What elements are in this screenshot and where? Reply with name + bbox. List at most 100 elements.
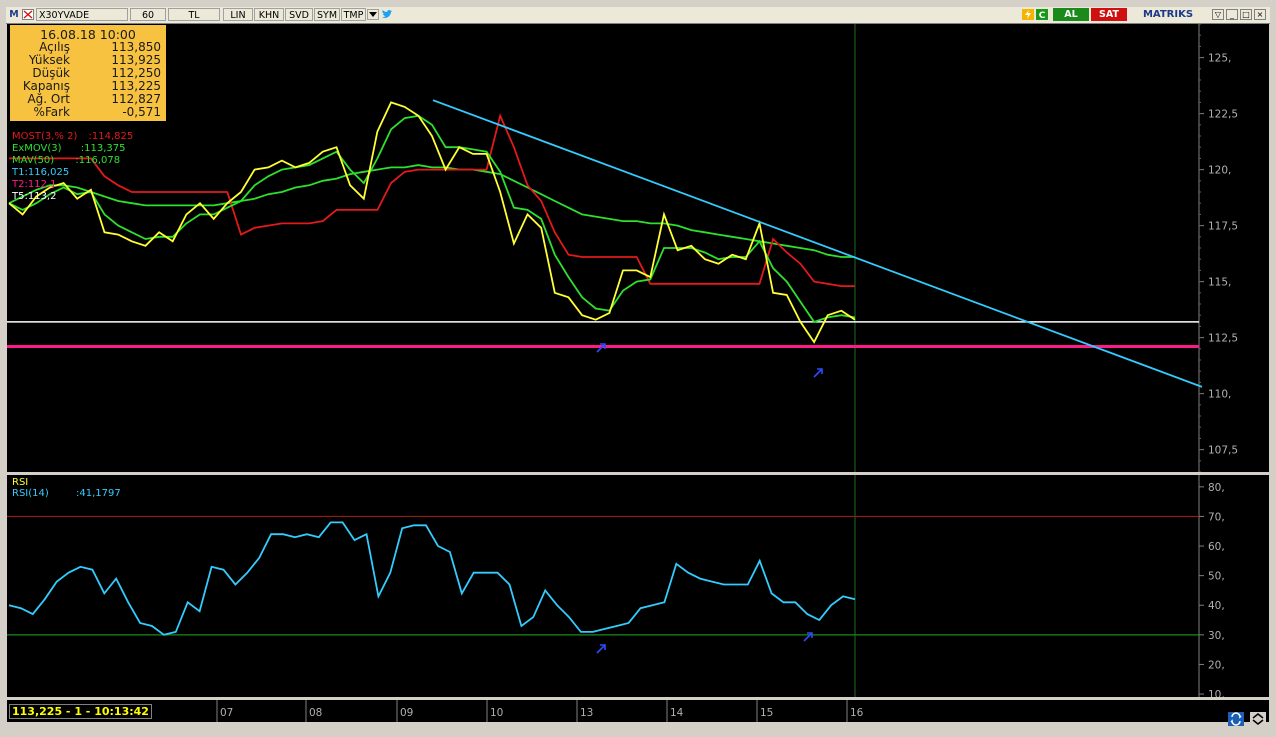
- trendline-t1: [432, 99, 1203, 388]
- sell-button[interactable]: SAT: [1091, 8, 1127, 21]
- rsi-arrow-icon: [596, 644, 606, 654]
- price-tick-label: 120,: [1208, 165, 1231, 177]
- period-field[interactable]: 60: [130, 8, 166, 21]
- mav-value: :116,078: [75, 155, 121, 166]
- info-key: Yüksek: [28, 53, 70, 67]
- info-row: Yüksek 113,925: [10, 54, 166, 67]
- rsi-label: RSI(14): [12, 488, 49, 499]
- dropdown-window-icon[interactable]: ▽: [1212, 9, 1224, 20]
- price-tick-label: 125,: [1208, 53, 1231, 65]
- rsi-title: RSI: [12, 477, 29, 488]
- time-axis-bar: 07 08 09 10 13 14 15 16: [7, 700, 1269, 722]
- price-tick-label: 107,5: [1208, 445, 1238, 457]
- maximize-icon[interactable]: □: [1240, 9, 1252, 20]
- lin-button[interactable]: LIN: [223, 8, 253, 21]
- time-tick-label: 10: [490, 707, 503, 719]
- price-tick-label: 117,5: [1208, 221, 1238, 233]
- minimize-icon[interactable]: _: [1226, 9, 1238, 20]
- t1-legend: T1:116,025: [12, 167, 70, 178]
- rsi-arrow-shaft: [803, 632, 813, 642]
- bolt-icon[interactable]: [1022, 9, 1034, 20]
- rsi-arrow-head: [807, 632, 813, 638]
- series-price: [8, 101, 856, 344]
- info-row: %Fark -0,571: [10, 106, 166, 119]
- dropdown-arrow-icon[interactable]: [367, 9, 379, 20]
- rsi-tick-label: 10,: [1208, 689, 1225, 697]
- exmov-legend: ExMOV(3) :113,375: [12, 143, 126, 155]
- series-mav-50-: [8, 164, 855, 258]
- info-value: 112,250: [111, 66, 161, 80]
- rsi-tick-label: 30,: [1208, 630, 1225, 642]
- price-tick-label: 122,5: [1208, 109, 1238, 121]
- info-value: 112,827: [111, 92, 161, 106]
- signal-arrow-shaft: [813, 368, 823, 378]
- info-value: 113,850: [111, 40, 161, 54]
- rsi-tick-label: 50,: [1208, 571, 1225, 583]
- rsi-tick-label: 20,: [1208, 659, 1225, 671]
- series-rsi: [8, 521, 856, 636]
- twitter-icon[interactable]: [381, 9, 393, 20]
- svg-text:C: C: [1039, 11, 1046, 20]
- info-value: -0,571: [122, 105, 161, 119]
- signal-arrow-shaft: [596, 343, 606, 353]
- series-most: [9, 113, 855, 288]
- mav-legend: MAV(50) :116,078: [12, 155, 120, 167]
- info-row: Kapanış 113,225: [10, 80, 166, 93]
- exmov-value: :113,375: [80, 143, 126, 154]
- price-tick-label: 115,: [1208, 277, 1231, 289]
- exmov-label: ExMOV(3): [12, 143, 62, 154]
- refresh-icon[interactable]: C: [1036, 9, 1048, 20]
- mav-label: MAV(50): [12, 155, 55, 166]
- menu-button[interactable]: M: [8, 8, 20, 21]
- rsi-tick-label: 60,: [1208, 541, 1225, 553]
- info-key: Düşük: [32, 66, 70, 80]
- close-icon[interactable]: ×: [1254, 9, 1266, 20]
- price-tick-label: 110,: [1208, 389, 1231, 401]
- time-tick-label: 14: [670, 707, 684, 719]
- info-key: %Fark: [33, 105, 70, 119]
- tmp-button[interactable]: TMP: [341, 8, 366, 21]
- time-tick-label: 15: [760, 707, 773, 719]
- rsi-chart: 80, 70, 60, 50, 40, 30, 20, 10,: [7, 475, 1225, 697]
- rsi-value: :41,1797: [75, 488, 121, 499]
- t5-legend: T5:113,2: [12, 191, 57, 202]
- most-value: :114,825: [88, 131, 134, 142]
- info-key: Ağ. Ort: [27, 92, 70, 106]
- status-readout: 113,225 - 1 - 10:13:42: [9, 704, 152, 719]
- series-exmov-3-: [8, 114, 856, 323]
- sync-icon[interactable]: [1228, 712, 1244, 726]
- symbol-field[interactable]: X30YVADE: [36, 8, 128, 21]
- info-value: 113,225: [111, 79, 161, 93]
- currency-field[interactable]: TL: [168, 8, 220, 21]
- info-row: Açılış 113,850: [10, 41, 166, 54]
- svd-button[interactable]: SVD: [285, 8, 313, 21]
- signal-arrow-head: [600, 343, 606, 349]
- info-value: 113,925: [111, 53, 161, 67]
- info-key: Kapanış: [22, 79, 70, 93]
- price-chart-panel[interactable]: 125, 122,5 120, 117,5 115, 112,5 110, 107,5: [7, 24, 1269, 472]
- rsi-tick-label: 40,: [1208, 600, 1225, 612]
- toolbar: M X30YVADE 60 TL LIN KHN SVD SYM TMP C A…: [6, 7, 1270, 24]
- rsi-legend: RSI(14) :41,1797: [12, 488, 121, 500]
- signal-arrow-head: [817, 368, 823, 374]
- info-datetime: 16.08.18 10:00: [40, 27, 136, 42]
- most-label: MOST(3,% 2): [12, 131, 78, 142]
- info-key: Açılış: [39, 40, 70, 54]
- rsi-chart-panel[interactable]: 80, 70, 60, 50, 40, 30, 20, 10,: [7, 475, 1269, 697]
- sym-button[interactable]: SYM: [314, 8, 340, 21]
- rsi-arrow-icon: [803, 632, 813, 642]
- info-row: Ağ. Ort 112,827: [10, 93, 166, 106]
- khn-button[interactable]: KHN: [254, 8, 284, 21]
- buy-button[interactable]: AL: [1053, 8, 1089, 21]
- most-legend: MOST(3,% 2) :114,825: [12, 131, 133, 143]
- brand-logo: MATRIKS: [1142, 9, 1194, 20]
- time-axis: 07 08 09 10 13 14 15 16: [216, 700, 864, 722]
- chart-icon[interactable]: [22, 9, 34, 20]
- rsi-tick-label: 70,: [1208, 511, 1225, 523]
- time-tick-label: 13: [580, 707, 593, 719]
- rsi-arrow-shaft: [596, 644, 606, 654]
- ohlc-info-box: 16.08.18 10:00 Açılış 113,850 Yüksek 113,92…: [10, 25, 166, 121]
- rsi-arrow-head: [600, 644, 606, 650]
- resize-grip-icon[interactable]: [1250, 712, 1266, 726]
